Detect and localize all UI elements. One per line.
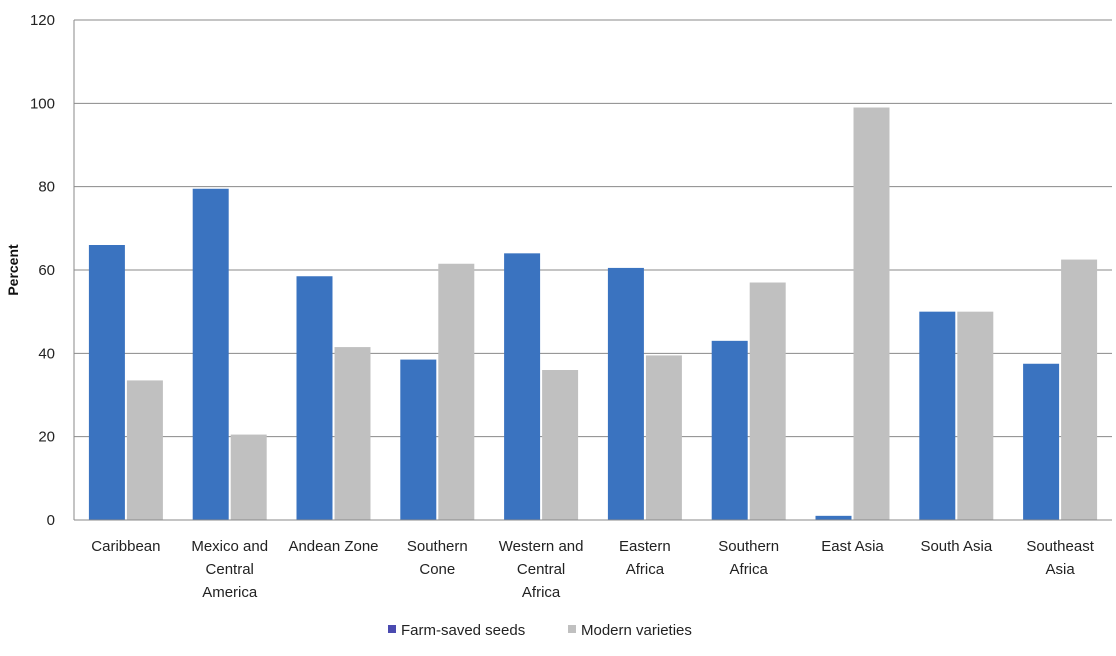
bar [919,311,956,520]
bar [504,253,541,521]
gridlines [74,19,1112,438]
x-category-label: Andean Zone [288,538,378,555]
x-category-label: East Asia [821,538,884,555]
bar [711,340,748,520]
y-tick-label: 0 [47,512,55,529]
x-category-label: Southern Cone [407,538,468,578]
bar [957,311,994,520]
x-axis-categories: Caribbean Mexico and Central America Andean … [91,538,1094,601]
bar [853,107,890,520]
legend-label: Modern varieties [581,622,692,639]
bar [1061,259,1098,520]
x-category-label: South Asia [920,538,992,555]
bar [438,263,475,520]
bar [607,267,644,520]
legend-label: Farm-saved seeds [401,622,525,639]
bar [1023,363,1060,520]
y-tick-label: 20 [38,429,55,446]
x-category-label: Southeast Asia [1026,538,1094,578]
y-tick-label: 120 [30,12,55,29]
x-category-label: Caribbean [91,538,160,555]
y-axis-ticks: 0 20 40 60 80 100 120 [30,12,55,529]
bar [296,276,333,520]
bars [88,107,1098,521]
bar [334,347,371,520]
bar [126,380,163,520]
x-category-label: Eastern Africa [619,538,671,578]
bar [192,188,229,520]
x-category-label: Southern Africa [718,538,779,578]
bar [645,355,682,520]
legend-swatch [568,625,576,633]
bar [88,245,125,520]
y-tick-label: 100 [30,95,55,112]
x-category-label: Western and Central Africa [499,538,584,601]
bar [542,370,579,520]
bar [815,515,852,520]
bar [400,359,437,520]
bar [230,434,267,520]
y-axis-label: Percent [5,244,21,296]
legend: Farm-saved seeds Modern varieties [388,622,692,639]
legend-swatch [388,625,396,633]
x-category-label: Mexico and Central America [191,538,268,601]
axes [73,20,1112,521]
y-tick-label: 80 [38,179,55,196]
y-tick-label: 40 [38,345,55,362]
y-tick-label: 60 [38,262,55,279]
bar [749,282,786,520]
